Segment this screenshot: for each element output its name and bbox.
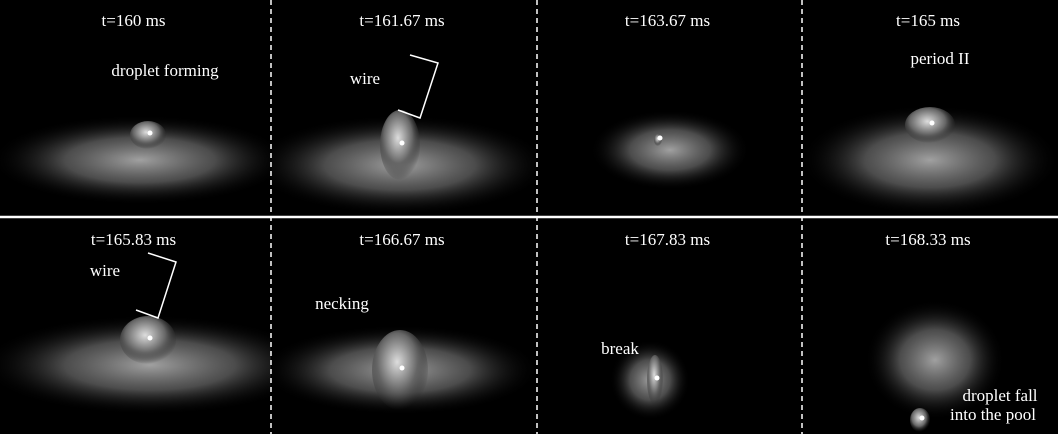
- highlight: [920, 416, 925, 421]
- highlight: [148, 336, 153, 341]
- annotation: period II: [910, 49, 969, 68]
- time-label: t=161.67 ms: [359, 11, 444, 30]
- highlight: [400, 141, 405, 146]
- droplet: [120, 316, 176, 364]
- highlight: [655, 376, 660, 381]
- frame-sequence: t=160 ms droplet forming t=161.67 ms wire t=…: [0, 0, 1058, 434]
- droplet: [647, 355, 663, 405]
- annotation: break: [601, 339, 639, 358]
- annotation: droplet forming: [111, 61, 219, 80]
- highlight: [400, 366, 405, 371]
- time-label: t=167.83 ms: [625, 230, 710, 249]
- highlight: [148, 131, 153, 136]
- annotation: wire: [350, 69, 380, 88]
- annotation: droplet fall: [962, 386, 1037, 405]
- time-label: t=168.33 ms: [885, 230, 970, 249]
- droplet: [372, 330, 428, 410]
- arc-glow: [590, 110, 750, 190]
- highlight: [658, 136, 663, 141]
- time-label: t=160 ms: [102, 11, 166, 30]
- frame-image: [260, 325, 540, 415]
- highlight: [930, 121, 935, 126]
- time-label: t=165.83 ms: [91, 230, 176, 249]
- droplet: [380, 110, 420, 180]
- droplet: [130, 121, 166, 149]
- annotation: wire: [90, 261, 120, 280]
- droplet: [910, 408, 930, 432]
- frame-image: [0, 115, 290, 205]
- frame-image: [800, 105, 1058, 215]
- time-label: t=166.67 ms: [359, 230, 444, 249]
- annotation: into the pool: [950, 405, 1036, 424]
- frame-image: [590, 110, 750, 190]
- droplet: [905, 107, 955, 143]
- annotation: necking: [315, 294, 369, 313]
- time-label: t=165 ms: [896, 11, 960, 30]
- time-label: t=163.67 ms: [625, 11, 710, 30]
